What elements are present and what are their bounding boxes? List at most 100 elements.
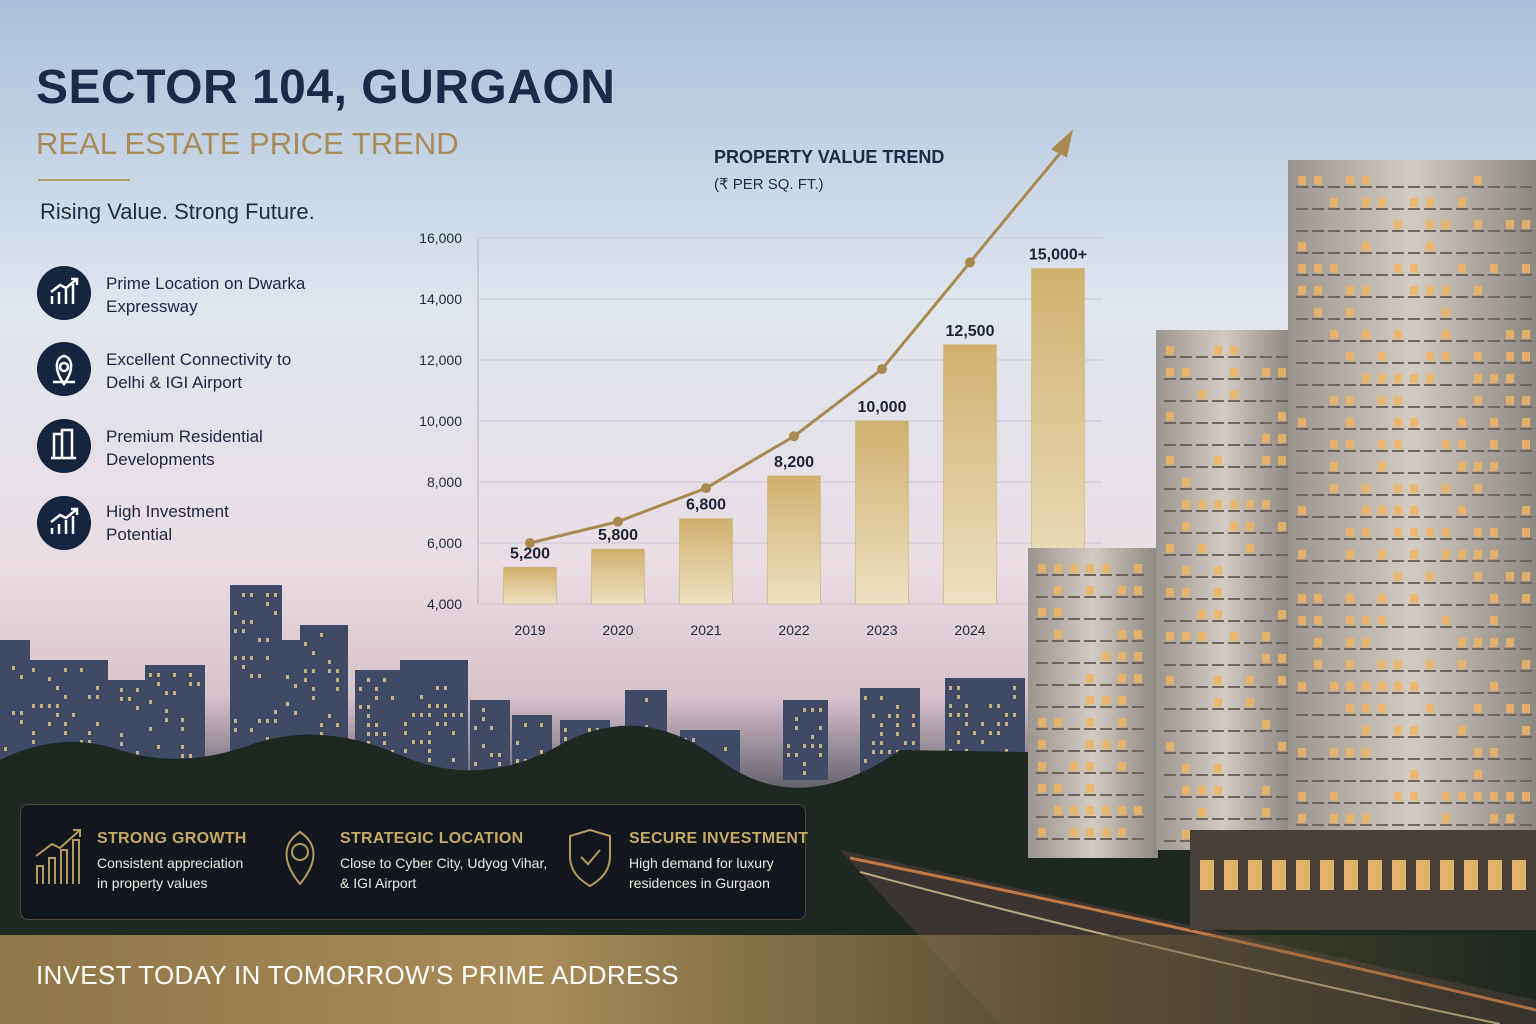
balcony — [1312, 252, 1324, 254]
balcony — [1116, 794, 1128, 796]
balcony — [1408, 802, 1420, 804]
window-light — [367, 678, 370, 682]
balcony — [1164, 378, 1176, 380]
balcony — [1180, 818, 1192, 820]
balcony — [1408, 362, 1420, 364]
window-light — [1278, 676, 1286, 685]
window-light — [1214, 346, 1222, 355]
balcony — [1244, 642, 1256, 644]
window-light — [973, 731, 976, 735]
balcony — [1344, 318, 1356, 320]
balcony — [1296, 780, 1308, 782]
balcony — [1244, 708, 1256, 710]
balcony — [1116, 816, 1128, 818]
window-light — [56, 713, 59, 717]
balcony — [1328, 252, 1340, 254]
window-light — [1298, 264, 1306, 273]
window-light — [957, 695, 960, 699]
window-light — [444, 713, 447, 717]
shop-light — [1200, 860, 1214, 890]
window-light — [819, 753, 822, 757]
balcony — [1228, 708, 1240, 710]
window-light — [1522, 572, 1530, 581]
balcony — [1296, 296, 1308, 298]
balcony — [1328, 824, 1340, 826]
balcony — [1456, 758, 1468, 760]
window-light — [1394, 682, 1402, 691]
window-light — [312, 687, 315, 691]
balcony — [1260, 554, 1272, 556]
balcony — [1408, 472, 1420, 474]
window-light — [336, 723, 339, 727]
balcony — [1212, 466, 1224, 468]
balcony — [1360, 472, 1372, 474]
balcony — [1408, 560, 1420, 562]
window-light — [1506, 638, 1514, 647]
balcony — [1520, 670, 1532, 672]
trend-line — [529, 261, 972, 545]
window-light — [957, 713, 960, 717]
balcony — [1488, 472, 1500, 474]
window-light — [250, 656, 253, 660]
balcony — [1228, 510, 1240, 512]
balcony — [1504, 296, 1516, 298]
window-light — [32, 668, 35, 672]
balcony — [1344, 406, 1356, 408]
balcony — [1244, 532, 1256, 534]
window-light — [274, 719, 277, 723]
balcony — [1196, 730, 1208, 732]
balcony — [1472, 626, 1484, 628]
balcony — [1164, 532, 1176, 534]
balcony — [1052, 640, 1064, 642]
balcony — [1392, 692, 1404, 694]
window-light — [1314, 264, 1322, 273]
x-tick-label: 2019 — [514, 622, 545, 638]
balcony — [1408, 780, 1420, 782]
balcony — [1196, 554, 1208, 556]
balcony — [1132, 838, 1144, 840]
balcony — [1424, 186, 1436, 188]
window-light — [965, 704, 968, 708]
balcony — [1408, 604, 1420, 606]
balcony — [1084, 684, 1096, 686]
window-light — [896, 723, 899, 727]
balcony — [1036, 596, 1048, 598]
balcony — [1276, 422, 1288, 424]
window-light — [989, 731, 992, 735]
window-light — [1330, 462, 1338, 471]
balcony — [1504, 516, 1516, 518]
balcony — [1472, 406, 1484, 408]
balcony — [1440, 384, 1452, 386]
balcony — [1212, 664, 1224, 666]
balcony — [1180, 840, 1192, 842]
window-light — [1410, 286, 1418, 295]
balcony — [1472, 824, 1484, 826]
trend-dot — [613, 516, 623, 527]
balcony — [1488, 318, 1500, 320]
balcony — [1228, 730, 1240, 732]
window-light — [1394, 440, 1402, 449]
window-light — [645, 725, 648, 729]
balcony — [1164, 752, 1176, 754]
feature: Premium Residential Developments — [106, 427, 263, 469]
balcony — [1392, 648, 1404, 650]
window-light — [1166, 632, 1174, 641]
window-light — [1378, 660, 1386, 669]
balcony — [1276, 444, 1288, 446]
balcony — [1520, 450, 1532, 452]
balcony — [1456, 538, 1468, 540]
window-light — [1298, 682, 1306, 691]
window-light — [242, 593, 245, 597]
window-light — [375, 732, 378, 736]
window-light — [367, 741, 370, 745]
balcony — [1392, 384, 1404, 386]
balcony — [1440, 824, 1452, 826]
shop-light — [1512, 860, 1526, 890]
balcony — [1180, 378, 1192, 380]
window-light — [32, 704, 35, 708]
balcony — [1312, 648, 1324, 650]
balcony — [1276, 532, 1288, 534]
window-light — [181, 727, 184, 731]
window-light — [1298, 748, 1306, 757]
balcony — [1376, 252, 1388, 254]
